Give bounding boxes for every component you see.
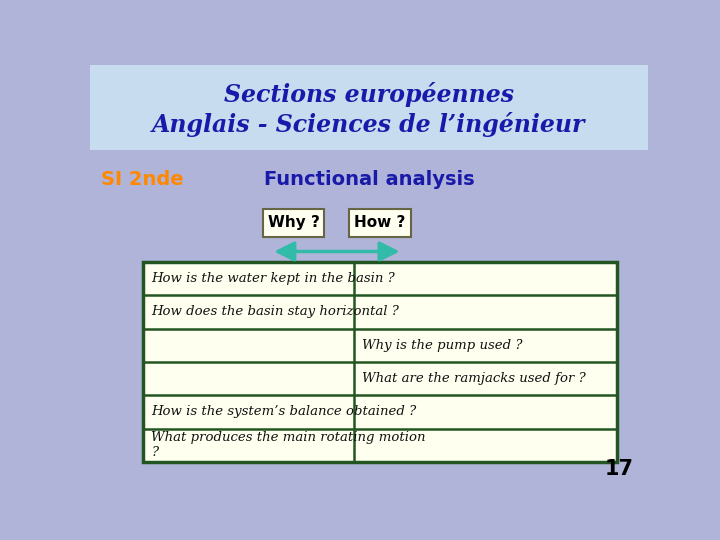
Text: Anglais - Sciences de l’ingénieur: Anglais - Sciences de l’ingénieur: [152, 112, 586, 137]
Text: What produces the main rotating motion
?: What produces the main rotating motion ?: [151, 431, 426, 459]
FancyBboxPatch shape: [143, 262, 617, 462]
FancyBboxPatch shape: [263, 208, 324, 237]
FancyBboxPatch shape: [90, 65, 648, 150]
Text: Sections européennes: Sections européennes: [224, 83, 514, 107]
Text: Why is the pump used ?: Why is the pump used ?: [362, 339, 523, 352]
Text: Why ?: Why ?: [268, 215, 320, 230]
Text: Functional analysis: Functional analysis: [264, 170, 474, 188]
Text: SI 2nde: SI 2nde: [101, 170, 184, 188]
Text: How does the basin stay horizontal ?: How does the basin stay horizontal ?: [151, 306, 400, 319]
Text: How is the water kept in the basin ?: How is the water kept in the basin ?: [151, 272, 395, 285]
Text: 17: 17: [605, 458, 634, 478]
Text: How is the system’s balance obtained ?: How is the system’s balance obtained ?: [151, 406, 417, 419]
Text: How ?: How ?: [354, 215, 406, 230]
Text: What are the ramjacks used for ?: What are the ramjacks used for ?: [362, 372, 586, 385]
FancyBboxPatch shape: [349, 208, 411, 237]
